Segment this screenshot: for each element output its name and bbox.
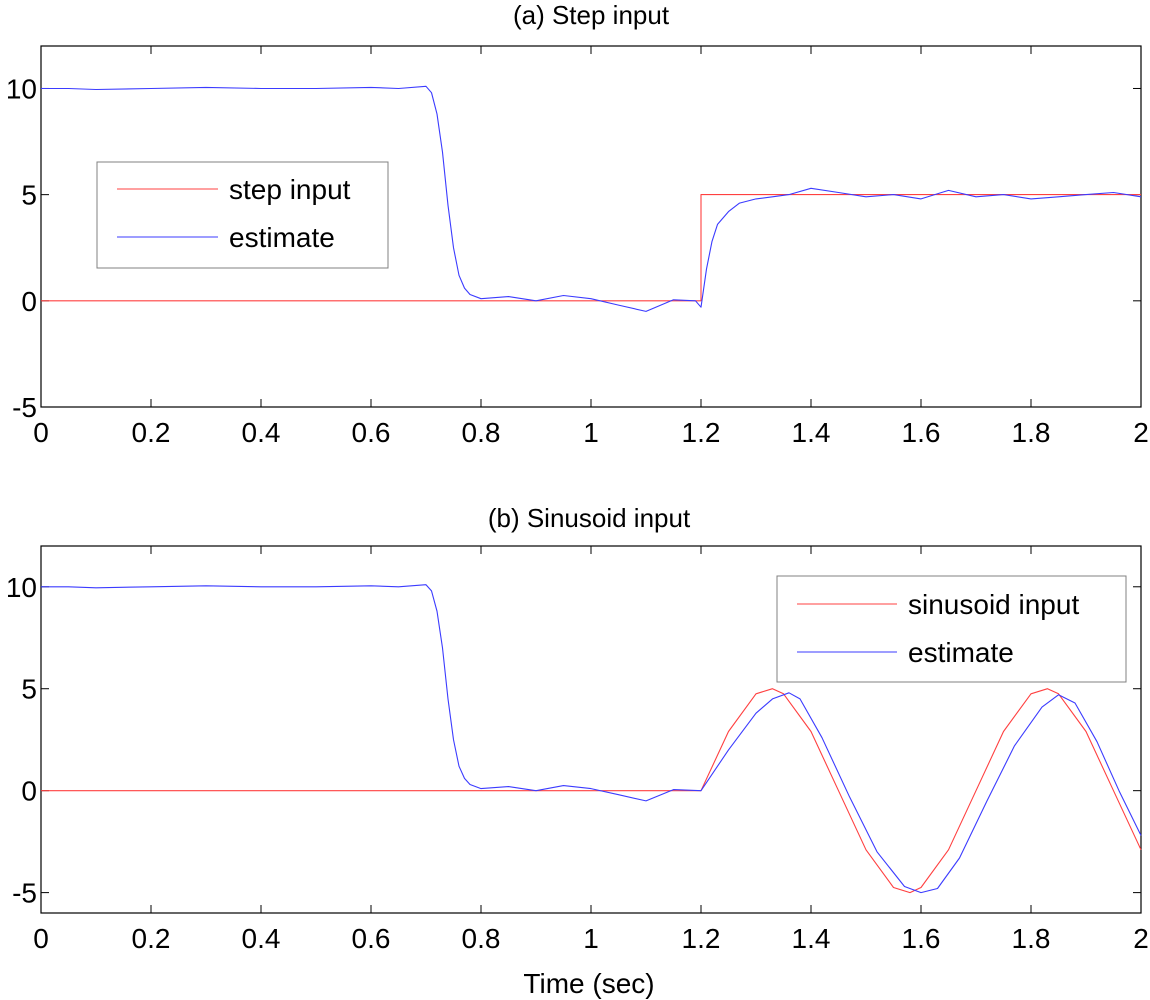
panel-a: (a) Step input 0 0.2 0.4 0.6 0.8 1 1.2 1.4 1.6 1.… [6, 0, 1149, 448]
series-line-sinusoid-input [41, 688, 1142, 894]
panel-b-legend-label-estimate: estimate [908, 637, 1014, 668]
x-tick-label: 1.4 [792, 417, 831, 448]
x-tick-label: 0.4 [242, 417, 281, 448]
x-tick-label: 0.6 [352, 417, 391, 448]
panel-b-legend: sinusoid input estimate [776, 575, 1127, 683]
x-tick-label: 0.2 [132, 417, 171, 448]
x-tick-label: 2 [1133, 417, 1149, 448]
x-tick-label: 1 [583, 417, 599, 448]
x-tick-label: 0 [33, 417, 49, 448]
x-tick-label: 0.6 [352, 923, 391, 954]
x-tick-label: 0.4 [242, 923, 281, 954]
panel-b-ticks: 0 0.2 0.4 0.6 0.8 1 1.2 1.4 1.6 1.8 2 -5 0 5 10 [6, 546, 1149, 954]
x-tick-label: 2 [1133, 923, 1149, 954]
y-tick-label: 5 [21, 674, 37, 705]
y-tick-label: -5 [12, 392, 37, 423]
panel-b-legend-box [776, 575, 1127, 683]
series-line-estimate [41, 85, 1142, 312]
panel-a-legend-label-step-input: step input [229, 174, 351, 205]
panel-b-title: (b) Sinusoid input [488, 503, 691, 533]
panel-a-legend-box [96, 161, 389, 269]
x-tick-label: 0 [33, 923, 49, 954]
panel-a-series [41, 85, 1142, 312]
x-tick-label: 0.8 [462, 417, 501, 448]
x-tick-label: 1.2 [682, 923, 721, 954]
panel-b-series [41, 584, 1142, 894]
series-line-step-input [41, 194, 1141, 302]
panel-b: (b) Sinusoid input 0 0.2 0.4 0.6 0.8 1 1.2 1.4 1… [6, 503, 1149, 999]
y-tick-label: 10 [6, 572, 37, 603]
y-tick-label: -5 [12, 878, 37, 909]
y-tick-label: 0 [21, 286, 37, 317]
panel-b-x-axis-label: Time (sec) [523, 968, 654, 999]
x-tick-label: 1.2 [682, 417, 721, 448]
panel-b-legend-label-sinusoid-input: sinusoid input [908, 589, 1079, 620]
y-tick-label: 5 [21, 180, 37, 211]
panel-a-title: (a) Step input [513, 0, 670, 30]
x-tick-label: 1.8 [1012, 923, 1051, 954]
x-tick-label: 1.6 [902, 417, 941, 448]
y-tick-label: 0 [21, 776, 37, 807]
x-tick-label: 0.2 [132, 923, 171, 954]
panel-a-legend: step input estimate [96, 161, 389, 269]
x-tick-label: 0.8 [462, 923, 501, 954]
x-tick-label: 1.4 [792, 923, 831, 954]
y-tick-label: 10 [6, 73, 37, 104]
x-tick-label: 1.6 [902, 923, 941, 954]
series-line-estimate [41, 584, 1142, 894]
x-tick-label: 1 [583, 923, 599, 954]
panel-a-legend-label-estimate: estimate [229, 222, 335, 253]
x-tick-label: 1.8 [1012, 417, 1051, 448]
